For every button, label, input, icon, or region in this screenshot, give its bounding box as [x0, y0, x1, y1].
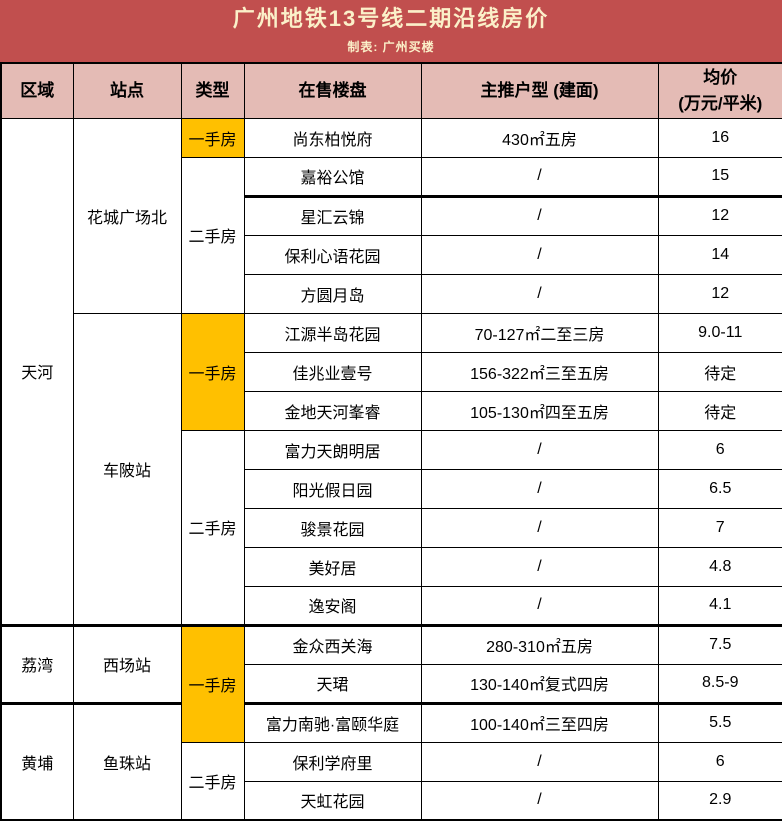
unit-type-cell: /	[420, 780, 659, 821]
table-row: 黄埔 鱼珠站 富力南驰·富颐华庭 100-140㎡三至四房 5.5	[0, 701, 782, 821]
price-cell: 12	[657, 273, 782, 314]
col-header-type: 类型	[180, 62, 245, 119]
table-row: 车陂站 一手房 江源半岛花园 70-127㎡二至三房 9.0-11	[1, 312, 782, 626]
unit-type-cell: /	[420, 273, 659, 314]
page-title: 广州地铁13号线二期沿线房价	[232, 6, 550, 32]
unit-type-cell: 430㎡五房	[420, 117, 659, 158]
property-name-cell: 逸安阁	[243, 585, 422, 626]
station-cell: 车陂站	[72, 312, 182, 626]
type-cell-secondhand: 二手房	[180, 741, 245, 821]
table-row: 阳光假日园/6.5	[1, 468, 782, 509]
type-cell-secondhand: 二手房	[180, 156, 245, 314]
property-name-cell: 阳光假日园	[243, 468, 422, 509]
station-cell: 西场站	[72, 623, 182, 704]
col-header-region: 区域	[0, 62, 74, 119]
price-cell: 4.8	[657, 546, 782, 587]
unit-type-cell: 280-310㎡五房	[420, 623, 659, 665]
unit-type-cell: /	[420, 546, 659, 587]
property-name-cell: 保利心语花园	[243, 234, 422, 275]
region-cell: 荔湾	[0, 623, 74, 704]
title-bar: 广州地铁13号线二期沿线房价 制表: 广州买楼	[0, 0, 782, 62]
header-row: 区域 站点 类型 在售楼盘 主推户型 (建面) 均价 (万元/平米)	[0, 62, 782, 119]
region-cell: 黄埔	[0, 701, 74, 821]
property-name-cell: 美好居	[243, 546, 422, 587]
page-credit: 制表: 广州买楼	[347, 39, 435, 54]
price-cell: 7.5	[657, 623, 782, 665]
type-cell-secondhand: 二手房	[180, 429, 245, 626]
price-cell: 7	[657, 507, 782, 548]
property-name-cell: 天珺	[243, 663, 422, 704]
price-cell: 8.5-9	[657, 663, 782, 704]
property-name-cell: 佳兆业壹号	[243, 351, 422, 392]
property-name-cell: 金众西关海	[243, 623, 422, 665]
station-cell: 花城广场北	[72, 117, 182, 314]
price-cell: 2.9	[657, 780, 782, 821]
col-header-station: 站点	[72, 62, 182, 119]
table-row: 方圆月岛/12	[1, 273, 782, 314]
col-header-unit-type: 主推户型 (建面)	[420, 62, 659, 119]
property-name-cell: 方圆月岛	[243, 273, 422, 314]
unit-type-cell: 70-127㎡二至三房	[420, 312, 659, 353]
price-cell: 6.5	[657, 468, 782, 509]
col-header-property: 在售楼盘	[243, 62, 422, 119]
unit-type-cell: /	[420, 468, 659, 509]
table-row: 天河 花城广场北 一手房 尚东柏悦府 430㎡五房 16	[0, 117, 782, 626]
unit-type-cell: /	[420, 429, 659, 470]
property-name-cell: 江源半岛花园	[243, 312, 422, 353]
region-cell: 天河	[0, 117, 74, 626]
property-name-cell: 富力天朗明居	[243, 429, 422, 470]
table-row: 星汇云锦/12	[1, 194, 782, 236]
housing-price-table-page: 广州地铁13号线二期沿线房价 制表: 广州买楼 区域 站点 类型 在售楼盘 主推…	[0, 0, 782, 821]
unit-type-cell: 156-322㎡三至五房	[420, 351, 659, 392]
price-cell: 14	[657, 234, 782, 275]
property-name-cell: 星汇云锦	[243, 194, 422, 236]
table-row: 骏景花园/7	[1, 507, 782, 548]
table-row: 二手房 富力天朗明居/6	[1, 429, 782, 626]
price-cell: 9.0-11	[657, 312, 782, 353]
unit-type-cell: /	[420, 507, 659, 548]
property-name-cell: 天虹花园	[243, 780, 422, 821]
table-row: 天虹花园/2.9	[1, 780, 782, 821]
unit-type-cell: /	[420, 156, 659, 197]
price-cell: 16	[657, 117, 782, 158]
unit-type-cell: 105-130㎡四至五房	[420, 390, 659, 431]
table-row: 逸安阁/4.1	[1, 585, 782, 626]
price-cell: 15	[657, 156, 782, 197]
unit-type-cell: 130-140㎡复式四房	[420, 663, 659, 704]
property-name-cell: 骏景花园	[243, 507, 422, 548]
type-cell-new-home: 一手房	[180, 312, 245, 431]
property-name-cell: 富力南驰·富颐华庭	[243, 701, 422, 743]
price-table: 区域 站点 类型 在售楼盘 主推户型 (建面) 均价 (万元/平米) 天河 花城广…	[0, 62, 782, 821]
price-cell: 待定	[657, 390, 782, 431]
table-body: 天河 花城广场北 一手房 尚东柏悦府 430㎡五房 16 二手房 嘉裕公馆/15 星汇云锦/12…	[0, 117, 782, 821]
property-name-cell: 保利学府里	[243, 741, 422, 782]
table-row: 二手房 嘉裕公馆/15	[1, 156, 782, 314]
col-header-avg-price: 均价 (万元/平米)	[657, 62, 782, 119]
price-cell: 5.5	[657, 701, 782, 743]
type-cell-new-home: 一手房	[180, 117, 245, 158]
property-name-cell: 嘉裕公馆	[243, 156, 422, 197]
type-cell-new-home: 一手房	[180, 623, 245, 743]
price-cell: 4.1	[657, 585, 782, 626]
price-cell: 6	[657, 429, 782, 470]
unit-type-cell: /	[420, 585, 659, 626]
table-row: 天珺 130-140㎡复式四房 8.5-9	[1, 663, 782, 704]
price-cell: 6	[657, 741, 782, 782]
unit-type-cell: /	[420, 234, 659, 275]
table-row: 荔湾 西场站 一手房 金众西关海 280-310㎡五房 7.5	[0, 623, 782, 743]
unit-type-cell: /	[420, 194, 659, 236]
unit-type-cell: /	[420, 741, 659, 782]
station-cell: 鱼珠站	[72, 701, 182, 821]
unit-type-cell: 100-140㎡三至四房	[420, 701, 659, 743]
property-name-cell: 金地天河峯睿	[243, 390, 422, 431]
table-row: 美好居/4.8	[1, 546, 782, 587]
price-cell: 12	[657, 194, 782, 236]
property-name-cell: 尚东柏悦府	[243, 117, 422, 158]
table-row: 保利心语花园/14	[1, 234, 782, 275]
price-cell: 待定	[657, 351, 782, 392]
